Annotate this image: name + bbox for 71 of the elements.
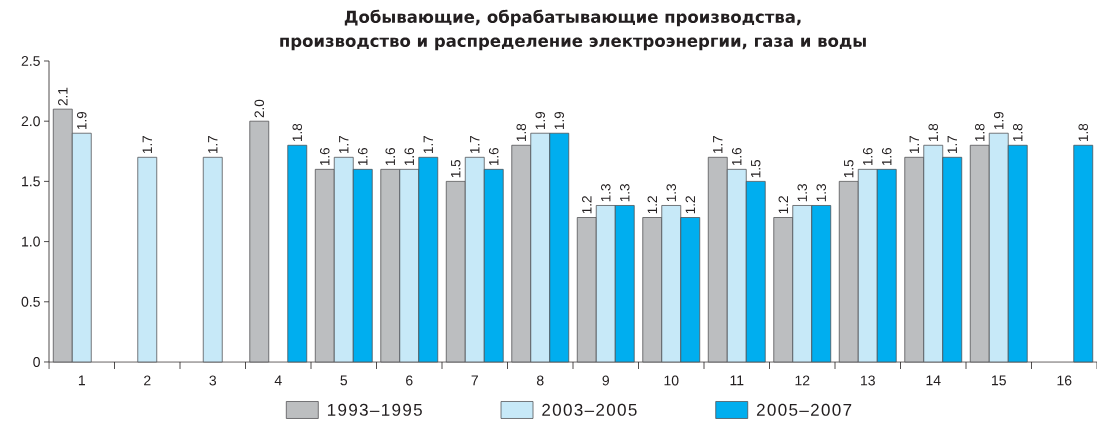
data-label: 1.2	[778, 196, 788, 214]
bar	[249, 120, 270, 363]
data-label: 1.7	[339, 136, 349, 154]
x-tick-label: 3	[209, 375, 217, 386]
data-label: 1.7	[470, 136, 480, 154]
y-tick-label: 0	[33, 357, 40, 367]
data-label: 1.5	[844, 159, 854, 178]
y-tick-label: 2.5	[21, 56, 40, 66]
data-label: 1.3	[619, 184, 630, 202]
y-tick-label: 1.0	[22, 236, 40, 247]
data-label: 1.9	[993, 111, 1004, 129]
data-label: 1.8	[292, 123, 303, 142]
x-tick-label: 1	[78, 375, 85, 386]
x-tick-label: 16	[1057, 375, 1072, 386]
bar	[202, 156, 223, 363]
y-tick-label: 0.5	[21, 296, 40, 307]
x-tick-label: 10	[664, 375, 679, 386]
data-label: 1.3	[797, 184, 808, 202]
data-label: 1.7	[142, 136, 152, 154]
data-label: 1.8	[1078, 123, 1089, 142]
data-label: 1.6	[404, 147, 415, 166]
data-label: 1.6	[319, 147, 330, 166]
data-label: 1.2	[582, 196, 592, 214]
x-tick-label: 14	[926, 375, 941, 386]
data-label: 1.5	[451, 159, 461, 178]
data-label: 1.3	[600, 184, 611, 202]
data-label: 1.6	[862, 147, 873, 166]
y-tick-label: 2.0	[21, 116, 40, 127]
x-tick-label: 9	[602, 375, 609, 386]
data-label: 1.6	[357, 147, 368, 166]
y-tick-label: 1.5	[22, 176, 40, 187]
data-label: 1.6	[385, 147, 396, 166]
data-label: 1.8	[928, 123, 939, 142]
chart-title: Добывающие, обрабатывающие производства, производство и распределение электроэнергии, газа и воды	[280, 9, 866, 51]
data-label: 1.3	[816, 184, 827, 202]
legend-label: 2005–2007	[756, 403, 852, 416]
data-label: 1.8	[974, 123, 985, 142]
data-label: 2.0	[254, 99, 265, 118]
data-label: 1.7	[909, 136, 919, 154]
x-tick-label: 13	[861, 375, 875, 386]
bar	[137, 156, 158, 363]
data-label: 1.2	[685, 196, 695, 214]
x-tick-label: 7	[471, 375, 478, 386]
x-tick-label: 5	[340, 375, 348, 386]
x-tick-label: 2	[144, 375, 151, 386]
x-tick-label: 8	[536, 375, 544, 386]
data-label: 1.6	[488, 147, 499, 166]
x-tick-label: 4	[274, 375, 282, 386]
data-label: 1.7	[423, 136, 433, 154]
x-tick-label: 11	[730, 375, 744, 386]
data-label: 1.9	[535, 111, 546, 129]
x-tick-label: 15	[992, 375, 1006, 386]
data-label: 1.3	[666, 184, 677, 202]
data-label: 1.8	[1012, 123, 1023, 142]
data-label: 1.5	[751, 159, 761, 178]
x-tick-label: 12	[795, 375, 810, 386]
data-label: 1.2	[647, 196, 657, 214]
data-label: 1.6	[881, 147, 892, 166]
data-label: 1.7	[713, 136, 723, 154]
data-label: 1.8	[516, 123, 527, 142]
data-label: 1.9	[554, 111, 565, 129]
x-tick-label: 6	[406, 375, 413, 386]
bar	[1073, 144, 1094, 363]
bar	[287, 144, 308, 363]
data-label: 1.9	[76, 111, 87, 129]
legend-label: 2003–2005	[542, 403, 637, 416]
data-label: 1.6	[731, 147, 742, 166]
legend-label: 1993–1995	[327, 403, 422, 416]
data-label: 1.7	[947, 136, 957, 154]
data-label: 2.1	[58, 87, 68, 106]
data-label: 1.7	[208, 136, 218, 154]
